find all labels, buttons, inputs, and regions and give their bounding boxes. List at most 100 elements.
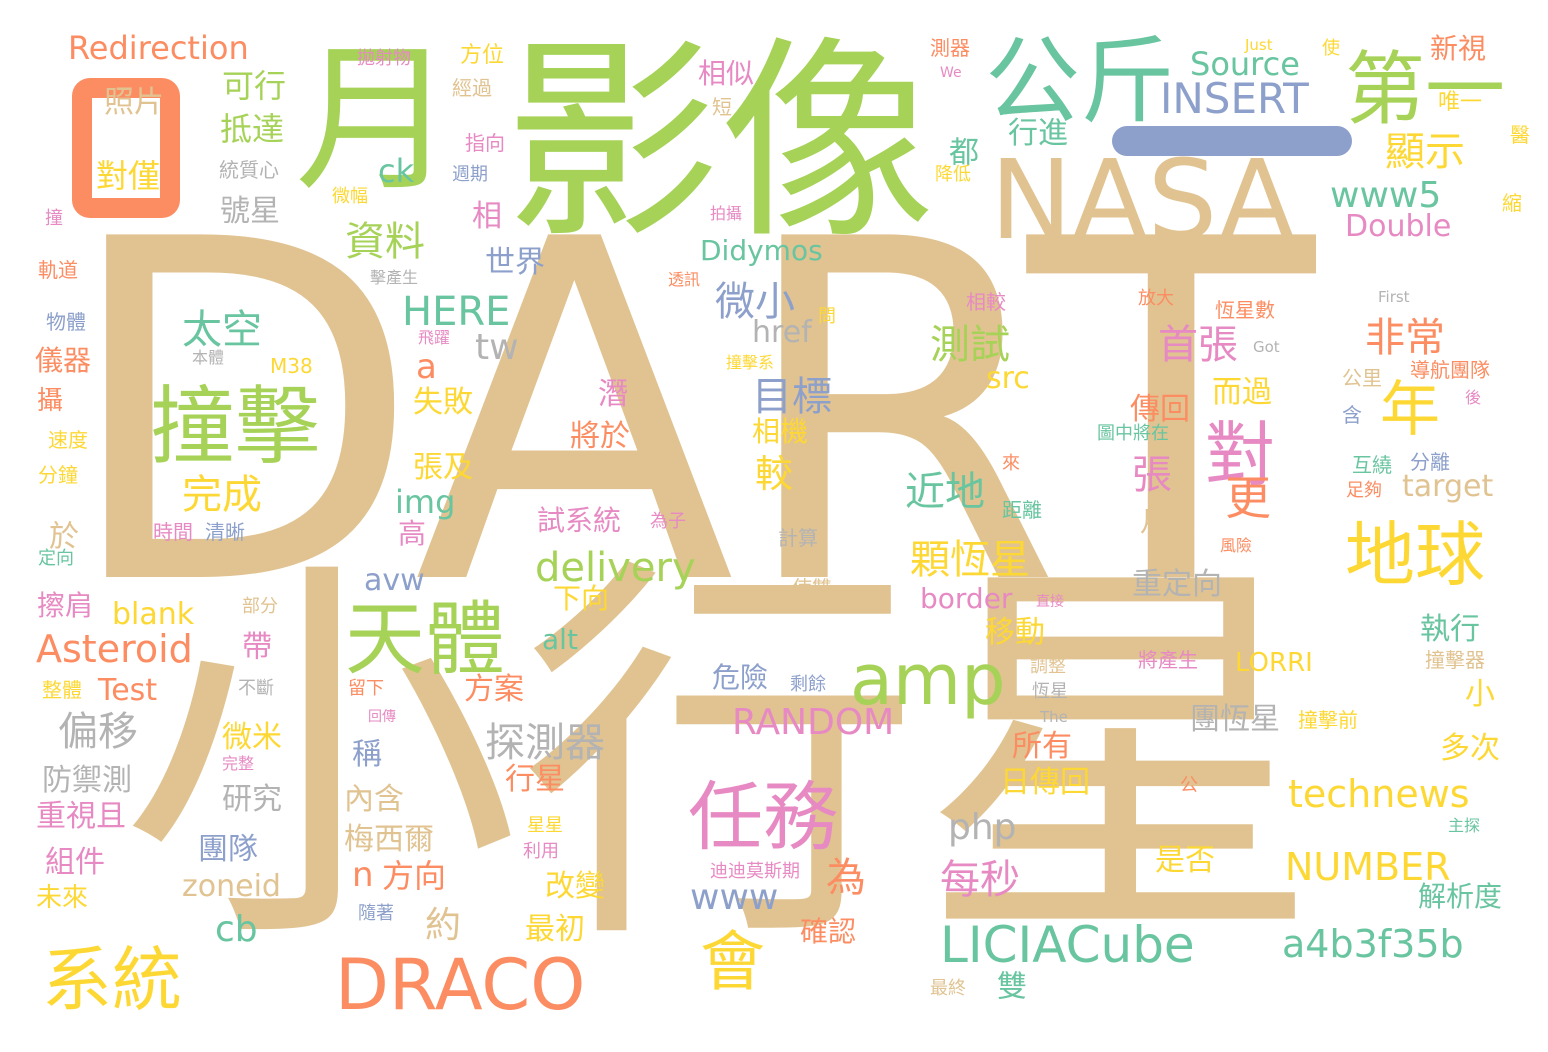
word-25: a4b3f35b	[1282, 922, 1464, 966]
word-42: 非常	[1365, 315, 1445, 361]
word-2: 小行星	[120, 527, 1320, 992]
word-155: 相較	[966, 290, 1006, 314]
word-67: 照片	[104, 85, 164, 120]
word-165: 互繞	[1352, 453, 1392, 477]
word-61: n	[352, 855, 374, 895]
word-151: 擊產生	[370, 268, 419, 287]
word-99: 雙	[991, 970, 1026, 1000]
word-122: 團隊	[198, 832, 258, 867]
word-96: 最初	[525, 912, 585, 947]
word-140: 撞	[45, 208, 63, 229]
word-100: 是否	[1155, 843, 1215, 878]
word-189: 完整	[222, 754, 255, 773]
word-88: 所有	[1012, 729, 1072, 764]
word-120: 研究	[222, 782, 282, 817]
word-77: 指向	[465, 131, 505, 155]
word-127: 唯一	[1438, 90, 1483, 115]
word-128: 使	[1322, 38, 1340, 59]
word-11: 天體	[345, 593, 505, 686]
word-113: 下向	[553, 582, 610, 615]
word-48: www	[690, 877, 779, 918]
word-187: The	[1040, 708, 1068, 726]
word-107: 執行	[1420, 612, 1480, 647]
word-70: 行進	[1008, 116, 1068, 151]
word-14: amp	[850, 639, 1006, 721]
word-13: DRACO	[335, 944, 586, 1026]
word-153: 問	[818, 306, 836, 327]
word-39: 目標	[752, 374, 832, 420]
word-162: 後	[1465, 388, 1482, 407]
word-56: src	[986, 361, 1030, 396]
word-52: blank	[112, 597, 195, 632]
word-116: 擦肩	[37, 589, 94, 622]
word-23: Asteroid	[36, 627, 193, 671]
word-193: 利用	[523, 841, 559, 862]
word-191: 主探	[1448, 816, 1481, 835]
word-53: avw	[364, 563, 425, 598]
word-94: 約	[425, 905, 462, 946]
word-80: 張及	[413, 450, 473, 485]
word-89: 日傳回	[1000, 765, 1090, 800]
word-194: 迪迪莫斯期	[710, 861, 800, 882]
word-185: 恆星	[1032, 681, 1068, 702]
word-160: 公里	[1342, 366, 1382, 390]
word-18: 年	[1380, 375, 1440, 445]
word-74: 相似	[698, 57, 755, 90]
word-27: NUMBER	[1285, 845, 1451, 889]
word-149: M38	[270, 354, 313, 378]
word-10: 任務	[688, 773, 839, 861]
word-9: 撞擊	[150, 378, 321, 477]
word-172: 為子	[650, 511, 686, 532]
word-169: 距離	[1002, 498, 1042, 522]
word-7: 公斤	[985, 27, 1176, 137]
word-175: 部分	[242, 596, 278, 617]
word-19: 對	[1205, 414, 1275, 496]
word-47: php	[948, 807, 1017, 848]
word-31: Didymos	[700, 234, 823, 267]
word-129: Just	[1245, 36, 1273, 54]
word-75: 方位	[460, 43, 505, 68]
word-148: 本體	[192, 348, 225, 367]
word-133: 醫	[1510, 123, 1530, 147]
word-102: 而過	[1212, 375, 1272, 410]
word-176: 使雙	[792, 576, 832, 600]
word-179: 撞擊器	[1425, 648, 1485, 672]
word-164: 圖中將在	[1097, 423, 1169, 444]
word-184: 調整	[1030, 656, 1066, 677]
word-35: 資料	[345, 219, 425, 265]
word-92: 梅西爾	[344, 822, 434, 857]
word-41: 首張	[1158, 322, 1238, 368]
word-130: We	[940, 65, 962, 81]
word-150: 飛躍	[418, 328, 451, 347]
word-85: 移動	[985, 615, 1045, 650]
word-68: 對僅	[96, 157, 161, 195]
word-shape-sun	[72, 78, 180, 218]
word-105: 月初	[1140, 505, 1197, 538]
word-190: 公	[1180, 775, 1198, 796]
word-90: 行星	[505, 762, 565, 797]
word-106: 重定向	[1132, 567, 1222, 602]
word-28: delivery	[535, 545, 696, 591]
word-81: 將於	[570, 419, 630, 454]
word-173: 計算	[778, 526, 818, 550]
word-59: ck	[378, 152, 415, 190]
word-65: 可行	[222, 67, 287, 105]
word-82: 潛	[598, 377, 628, 412]
word-8: 第一	[1345, 43, 1505, 136]
word-37: 完成	[182, 472, 262, 518]
word-55: img	[395, 483, 456, 521]
word-38: 測試	[930, 322, 1010, 368]
word-97: 確認	[800, 915, 857, 948]
word-83: 相機	[752, 415, 809, 448]
word-137: 微幅	[332, 186, 368, 207]
word-71: 都	[943, 136, 978, 166]
word-159: Got	[1253, 338, 1280, 356]
word-166: 分離	[1410, 450, 1450, 474]
word-178: 將產生	[1138, 648, 1198, 672]
word-87: 方案	[464, 672, 524, 707]
word-78: 週期	[452, 164, 488, 185]
word-114: 高	[398, 517, 427, 550]
word-104: 更	[1225, 471, 1271, 525]
word-62: border	[920, 582, 1013, 615]
